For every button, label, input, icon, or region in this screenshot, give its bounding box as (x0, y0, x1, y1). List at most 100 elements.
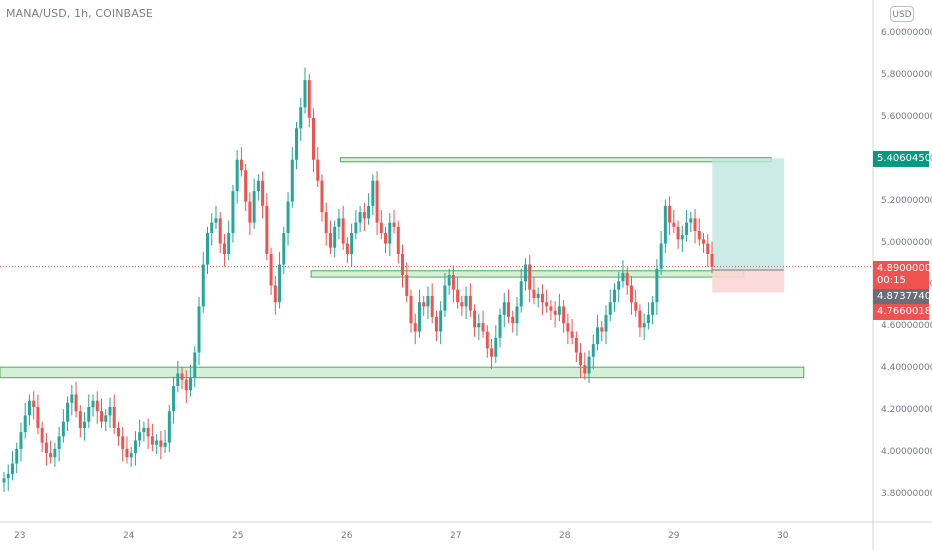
candle-body (320, 180, 324, 213)
x-tick-label: 25 (232, 531, 244, 541)
candle-body (591, 344, 595, 357)
candle-body (231, 191, 235, 234)
candle-body (562, 306, 566, 324)
candle-body (112, 406, 116, 428)
candle-body (706, 243, 710, 255)
y-tick-label: 4.40000000 (881, 363, 932, 374)
candle-body (579, 352, 583, 366)
candle-body (210, 222, 214, 234)
candle-body (680, 235, 684, 240)
candle-body (345, 243, 349, 255)
candle-body (125, 448, 129, 458)
candle-body (439, 310, 443, 332)
zone-mid-support (310, 270, 745, 278)
candle-body (523, 264, 527, 282)
current-price-tag: 4.89000000 00:15 (873, 261, 932, 289)
candle-body (32, 400, 36, 407)
candle-body (201, 264, 205, 307)
candle-body (362, 212, 366, 219)
candle-body (95, 400, 99, 412)
candle-body (388, 222, 392, 244)
candle-body (303, 80, 307, 108)
candle-body (333, 226, 337, 248)
candle-body (350, 233, 354, 255)
candle-body (702, 239, 706, 244)
candle-body (214, 218, 218, 223)
candle-body (121, 436, 125, 449)
candle-body (545, 302, 549, 307)
candle-body (57, 436, 61, 449)
candle-body (167, 411, 171, 443)
candle-body (269, 254, 273, 286)
x-tick-label: 30 (777, 531, 789, 541)
candle-body (256, 180, 260, 192)
candle-body (36, 406, 40, 428)
candle-body (583, 365, 587, 374)
candle-body (570, 331, 574, 338)
candle-body (227, 233, 231, 255)
candle-body (642, 323, 646, 328)
candle-body (676, 226, 680, 240)
candle-body (413, 323, 417, 332)
candle-body (608, 302, 612, 315)
candle-body (49, 453, 53, 458)
candle-body (689, 218, 693, 223)
candle-body (511, 316, 515, 324)
candle-body (6, 474, 10, 479)
candle-body (146, 427, 150, 437)
candle-body (519, 281, 523, 307)
candle-body (574, 337, 578, 353)
candle-body (477, 323, 481, 328)
candle-body (604, 314, 608, 332)
candle-body (587, 356, 591, 374)
candle-body (61, 421, 65, 437)
currency-button[interactable]: USD (890, 6, 914, 22)
candle-body (218, 218, 222, 244)
candle-body (286, 201, 290, 234)
candle-body (27, 400, 31, 416)
candle-body (244, 170, 248, 202)
candle-body (180, 373, 184, 380)
candle-body (685, 222, 689, 236)
position-stop-zone (712, 269, 785, 293)
x-tick-label: 24 (123, 531, 135, 541)
symbol-title: MANA/USD, 1h, COINBASE (6, 7, 153, 20)
candle-body (142, 427, 146, 433)
candle-body (299, 107, 303, 129)
candle-body (697, 230, 701, 240)
candle-body (324, 212, 328, 234)
candle-body (328, 233, 332, 248)
candle-body (659, 243, 663, 269)
candle-body (163, 442, 167, 447)
candle-body (261, 180, 265, 206)
candle-body (205, 233, 209, 265)
candle-body (44, 442, 48, 454)
candle-body (222, 243, 226, 255)
candle-body (490, 348, 494, 357)
candle-body (464, 295, 468, 307)
candle-body (494, 337, 498, 357)
x-tick-label: 28 (559, 531, 571, 541)
candle-body (138, 432, 142, 441)
x-tick-label: 26 (341, 531, 353, 541)
candle-body (481, 323, 485, 332)
candle-body (375, 180, 379, 223)
candle-body (133, 440, 137, 454)
candle-body (596, 327, 600, 345)
candle-body (422, 302, 426, 307)
candle-body (468, 295, 472, 311)
candle-body (193, 352, 197, 378)
candle-body (549, 306, 553, 311)
candle-body (668, 205, 672, 223)
candle-body (392, 222, 396, 227)
candle-body (316, 159, 320, 181)
x-tick-label: 27 (450, 531, 462, 541)
candle-body (100, 411, 104, 422)
candle-body (150, 436, 154, 445)
candle-body (672, 222, 676, 227)
candle-body (540, 293, 544, 303)
candle-body (53, 448, 57, 458)
candle-body (663, 205, 667, 244)
